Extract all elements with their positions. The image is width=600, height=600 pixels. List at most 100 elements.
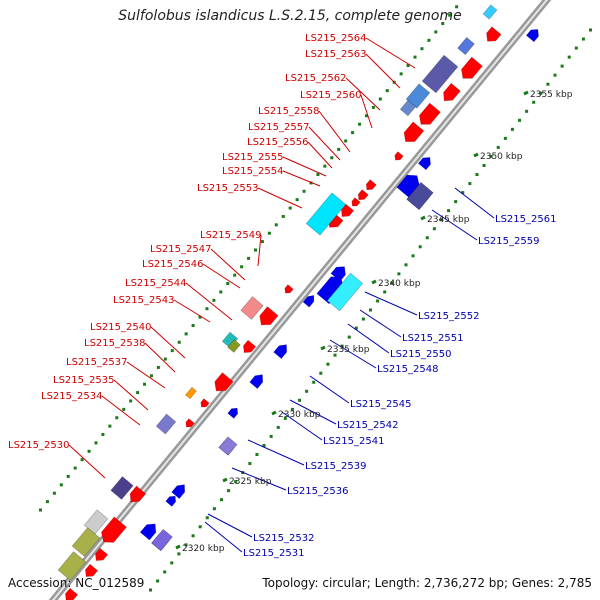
gene-body [421,54,459,94]
kbp-tick [320,345,326,351]
leader-line [282,156,327,177]
tick-dot [455,5,459,9]
tick-dot [87,449,91,453]
gene-body [316,276,344,305]
forward-gene-label: LS215_2540 [90,322,151,333]
gene-body [185,386,197,400]
tick-dot [281,214,285,218]
tick-dot [347,335,351,339]
reverse-gene [165,495,177,507]
gene-body [525,29,539,43]
reverse-gene-label: LS215_2545 [350,399,411,410]
tick-dot [295,198,299,202]
forward-gene-label: LS215_2554 [222,166,283,177]
tick-dot [574,46,578,50]
reverse-gene-label: LS215_2542 [337,420,398,431]
tick-dot [581,37,585,41]
forward-gene-label: LS215_2553 [197,183,258,194]
forward-gene [85,563,99,577]
forward-gene-label: LS215_2557 [248,122,309,133]
tick-dot [170,349,174,353]
gene-body [419,102,441,125]
tick-dot [198,315,202,319]
forward-gene [259,306,279,326]
gene-box-blue [457,37,475,55]
forward-gene-label: LS215_2534 [41,391,102,402]
forward-gene-label: LS215_2562 [285,73,346,84]
gene-body [305,192,347,236]
tick-dot [143,382,147,386]
leader-line [282,170,321,187]
forward-gene [185,418,195,428]
forward-gene [486,26,502,42]
tick-dot [260,240,264,244]
gene-box-olive [71,527,101,557]
tick-dot [399,72,403,76]
gene-body [457,37,475,55]
gene-body [129,485,147,503]
tick-dot [212,298,216,302]
gene-body [71,527,101,557]
gene-body [259,306,279,326]
kbp-tick [222,477,228,483]
reverse-gene [249,374,264,389]
leader-line [257,187,303,209]
tick-dot [461,191,465,195]
gene-box-olive [227,339,241,353]
gene-features [57,4,539,600]
tick-dot [73,466,77,470]
gene-body [155,413,177,435]
gene-body [302,295,315,308]
gene-body [227,407,239,419]
tick-dot [333,353,337,357]
kbp-tick [175,544,181,550]
tick-dot [288,206,292,210]
tick-dot [149,588,152,592]
gene-body [249,374,264,389]
forward-gene [243,339,257,353]
tick-dot [390,281,394,285]
gene-body [171,484,186,499]
leader-line [281,411,323,441]
gene-body [403,121,425,142]
gene-body [365,179,377,191]
tick-dot [496,145,500,149]
leader-line [231,467,287,491]
reverse-gene-label: LS215_2541 [323,436,384,447]
forward-gene [357,189,369,201]
forward-gene-label: LS215_2549 [200,230,261,241]
tick-dot [441,22,445,26]
tick-dot [406,63,410,67]
reverse-gene-label: LS215_2548 [377,364,438,375]
gene-body [341,203,355,217]
tick-dot [184,543,188,547]
tick-dot [233,273,237,277]
leader-line [359,309,402,338]
tick-dot [447,209,451,213]
tick-dot [432,227,436,231]
tick-dot [427,38,431,42]
forward-gene-label: LS215_2564 [305,33,366,44]
gene-body [326,272,364,312]
reverse-gene-label: LS215_2561 [495,214,556,225]
forward-gene [284,284,294,294]
tick-dot [404,263,408,267]
leader-line [150,326,186,359]
tick-dot [439,218,443,222]
tick-dot [219,290,223,294]
gene-labels: LS215_2564 LS215_2563 LS215_2562 LS215_2560… [8,33,556,559]
tick-dot [45,500,49,504]
tick-marks [39,5,592,592]
gene-body [482,4,498,20]
leader-line [365,53,401,89]
forward-gene [341,203,355,217]
gene-body [394,151,404,161]
tick-dot [290,407,294,411]
gene-body [214,372,234,392]
gene-body [85,563,99,577]
kbp-label: 2345 kbp [427,215,470,225]
tick-dot [170,561,174,565]
leader-line [347,323,390,354]
tick-dot [298,398,302,402]
leader-line [289,399,337,425]
